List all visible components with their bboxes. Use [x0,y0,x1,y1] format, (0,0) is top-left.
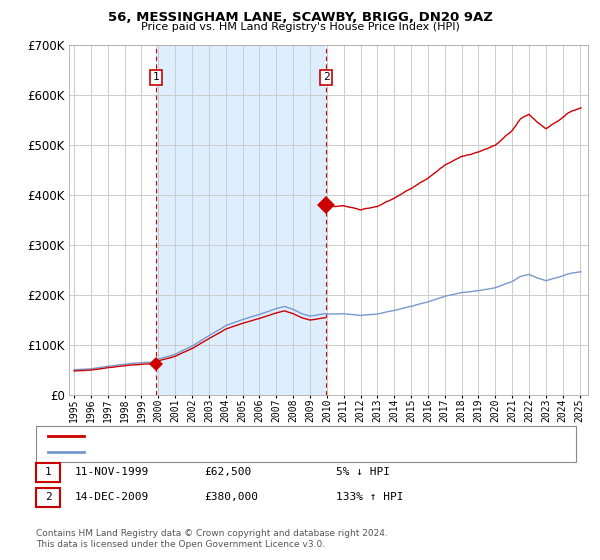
Text: £62,500: £62,500 [204,467,251,477]
Text: £380,000: £380,000 [204,492,258,502]
Text: 56, MESSINGHAM LANE, SCAWBY, BRIGG, DN20 9AZ (detached house): 56, MESSINGHAM LANE, SCAWBY, BRIGG, DN20… [96,431,477,441]
Text: 11-NOV-1999: 11-NOV-1999 [75,467,149,477]
Text: 5% ↓ HPI: 5% ↓ HPI [336,467,390,477]
Text: Price paid vs. HM Land Registry's House Price Index (HPI): Price paid vs. HM Land Registry's House … [140,22,460,32]
Text: 133% ↑ HPI: 133% ↑ HPI [336,492,404,502]
Text: 2: 2 [323,72,329,82]
Text: 56, MESSINGHAM LANE, SCAWBY, BRIGG, DN20 9AZ: 56, MESSINGHAM LANE, SCAWBY, BRIGG, DN20… [107,11,493,24]
Text: Contains HM Land Registry data © Crown copyright and database right 2024.
This d: Contains HM Land Registry data © Crown c… [36,529,388,549]
Text: 14-DEC-2009: 14-DEC-2009 [75,492,149,502]
Text: 2: 2 [44,492,52,502]
Text: 1: 1 [153,72,160,82]
Text: 1: 1 [44,467,52,477]
Text: HPI: Average price, detached house, North Lincolnshire: HPI: Average price, detached house, Nort… [96,447,433,458]
Bar [156,45,326,395]
